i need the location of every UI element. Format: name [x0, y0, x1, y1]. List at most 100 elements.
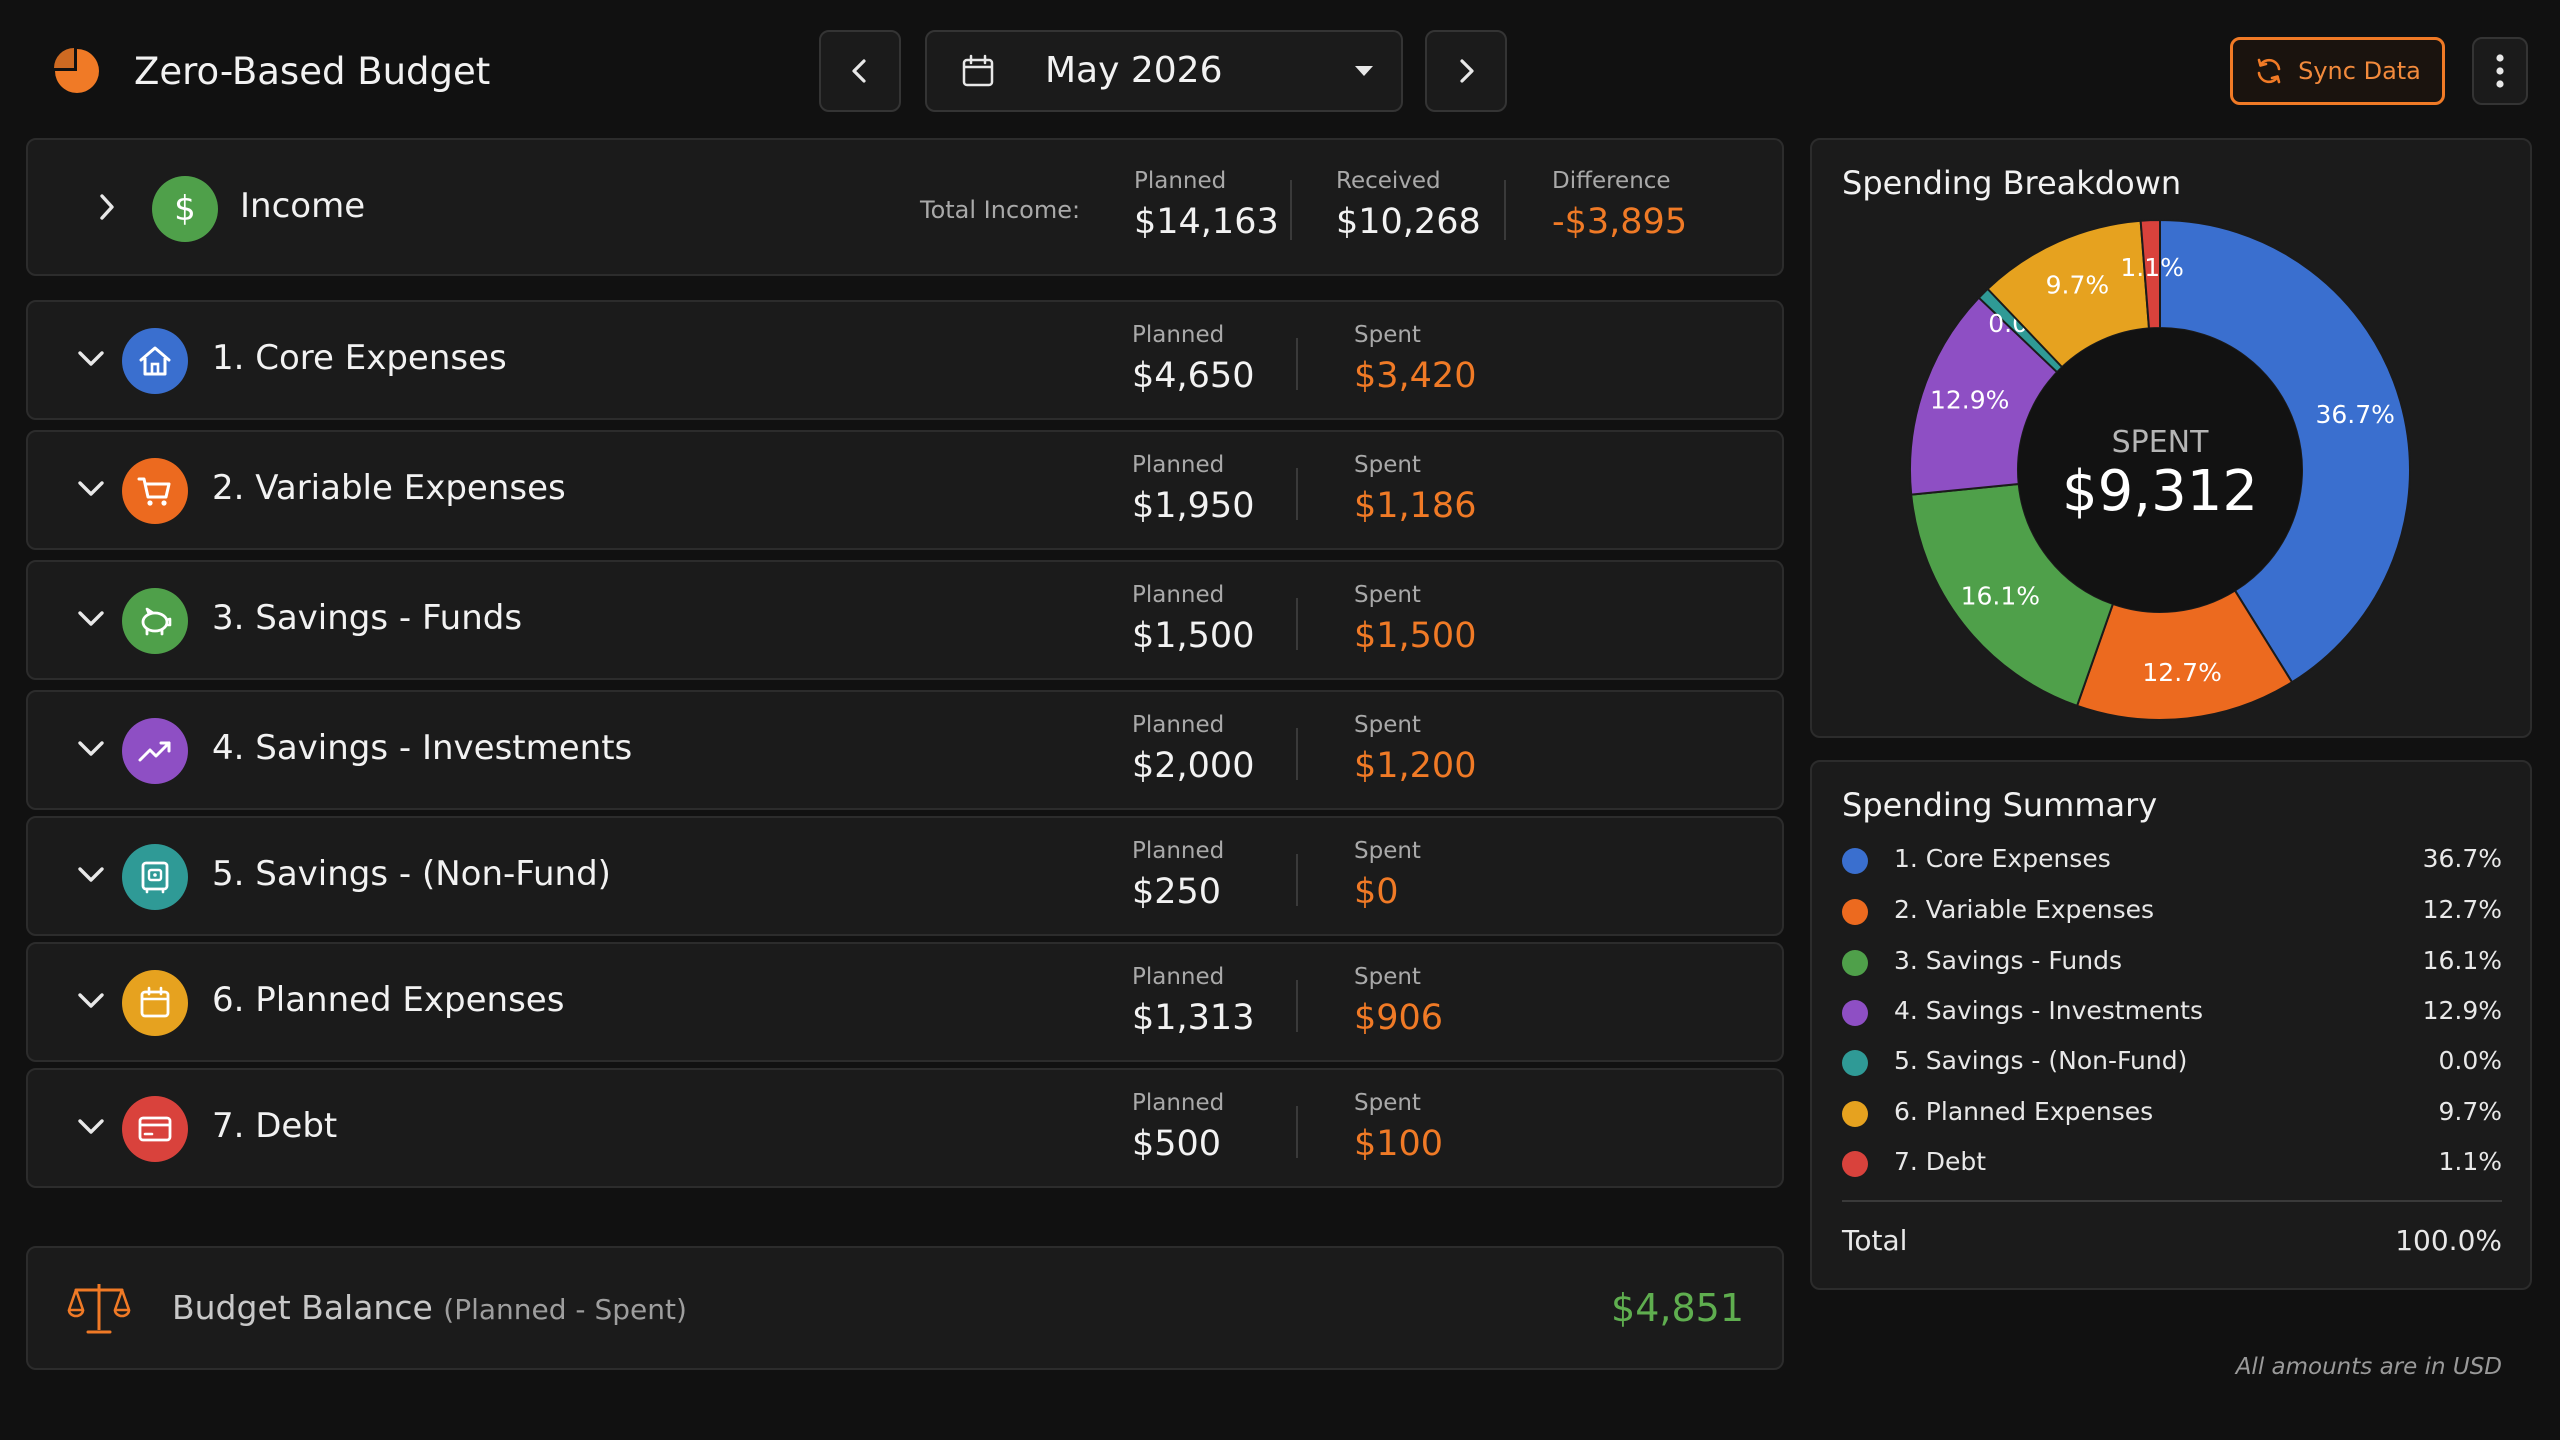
- more-options-button[interactable]: [2472, 37, 2528, 105]
- slice-label: 12.9%: [1930, 385, 2009, 414]
- spending-breakdown-panel: Spending Breakdown 36.7%12.7%16.1%12.9%0…: [1810, 138, 2532, 738]
- total-income-label: Total Income:: [920, 196, 1081, 224]
- planned-label: Planned: [1134, 168, 1227, 194]
- planned-stat: Planned $1,500: [1132, 580, 1254, 658]
- spent-value: $100: [1354, 1124, 1444, 1164]
- summary-row-name: 6. Planned Expenses: [1894, 1097, 2154, 1126]
- legend-dot: [1842, 899, 1868, 925]
- chevron-left-icon: [852, 59, 866, 83]
- spent-label: Spent: [1354, 1090, 1421, 1116]
- income-received: Received $10,268: [1336, 166, 1481, 244]
- category-card-core-expenses[interactable]: 1. Core Expenses Planned $4,650 Spent $3…: [26, 300, 1784, 420]
- category-card-debt[interactable]: 7. Debt Planned $500 Spent $100: [26, 1068, 1784, 1188]
- slice-label: 16.1%: [1961, 581, 2040, 610]
- cart-icon: [122, 458, 188, 524]
- divider: [1296, 980, 1298, 1032]
- donut-chart: 36.7%12.7%16.1%12.9%0.0%9.7%1.1%SPENT$9,…: [1909, 218, 2411, 721]
- scale-icon: [67, 1284, 131, 1334]
- divider: [1296, 598, 1298, 650]
- planned-label: Planned: [1132, 582, 1225, 608]
- piggy-bank-icon: [122, 588, 188, 654]
- spent-stat: Spent $1,186: [1354, 450, 1476, 528]
- chevron-down-icon[interactable]: [74, 732, 108, 766]
- category-card-savings-non-fund[interactable]: 5. Savings - (Non-Fund) Planned $250 Spe…: [26, 816, 1784, 936]
- month-select[interactable]: May 2026: [925, 30, 1403, 112]
- planned-value: $4,650: [1132, 356, 1255, 396]
- summary-row: 1. Core Expenses 36.7%: [1842, 836, 2502, 886]
- legend-dot: [1842, 1050, 1868, 1076]
- summary-row: 4. Savings - Investments 12.9%: [1842, 988, 2502, 1038]
- sync-data-button[interactable]: Sync Data: [2230, 37, 2445, 105]
- spent-value: $1,500: [1354, 616, 1477, 656]
- spent-stat: Spent $906: [1354, 962, 1443, 1040]
- planned-label: Planned: [1132, 964, 1225, 990]
- planned-stat: Planned $500: [1132, 1088, 1224, 1166]
- category-name: 2. Variable Expenses: [212, 468, 566, 508]
- chevron-right-icon[interactable]: [94, 190, 120, 224]
- chevron-down-icon[interactable]: [74, 858, 108, 892]
- category-card-planned-expenses[interactable]: 6. Planned Expenses Planned $1,313 Spent…: [26, 942, 1784, 1062]
- summary-row-pct: 16.1%: [2422, 946, 2502, 975]
- slice-label: 36.7%: [2315, 400, 2394, 429]
- app-title: Zero-Based Budget: [134, 50, 491, 93]
- sync-data-label: Sync Data: [2298, 57, 2421, 85]
- summary-divider: [1842, 1200, 2502, 1202]
- chevron-down-icon[interactable]: [74, 472, 108, 506]
- income-name: Income: [240, 186, 366, 226]
- income-difference: Difference -$3,895: [1552, 166, 1687, 244]
- legend-dot: [1842, 848, 1868, 874]
- next-month-button[interactable]: [1425, 30, 1507, 112]
- legend-dot: [1842, 1151, 1868, 1177]
- trending-up-icon: [122, 718, 188, 784]
- budget-balance-value: $4,851: [1611, 1286, 1744, 1330]
- divider: [1296, 854, 1298, 906]
- balance-subtitle: (Planned - Spent): [443, 1293, 687, 1326]
- summary-row-pct: 36.7%: [2422, 844, 2502, 873]
- planned-stat: Planned $1,950: [1132, 450, 1254, 528]
- donut-center: [2018, 328, 2302, 612]
- home-icon: [122, 328, 188, 394]
- calendar-icon: [962, 54, 994, 87]
- planned-value: $250: [1132, 872, 1222, 912]
- chevron-down-icon[interactable]: [74, 342, 108, 376]
- difference-value: -$3,895: [1552, 202, 1688, 242]
- income-card[interactable]: $ Income Total Income: Planned $14,163 R…: [26, 138, 1784, 276]
- category-card-savings-funds[interactable]: 3. Savings - Funds Planned $1,500 Spent …: [26, 560, 1784, 680]
- spent-label: Spent: [1354, 712, 1421, 738]
- slice-label: 12.7%: [2142, 658, 2221, 687]
- slice-label: 9.7%: [2046, 271, 2110, 300]
- category-card-variable-expenses[interactable]: 2. Variable Expenses Planned $1,950 Spen…: [26, 430, 1784, 550]
- spent-value: $3,420: [1354, 356, 1477, 396]
- planned-value: $1,313: [1132, 998, 1255, 1038]
- svg-text:$: $: [174, 189, 196, 229]
- summary-row-name: 2. Variable Expenses: [1894, 895, 2155, 924]
- summary-row-pct: 12.9%: [2422, 996, 2502, 1025]
- dollar-icon: $: [152, 176, 218, 242]
- planned-stat: Planned $250: [1132, 836, 1224, 914]
- summary-row-name: 1. Core Expenses: [1894, 844, 2111, 873]
- category-name: 3. Savings - Funds: [212, 598, 523, 638]
- chevron-down-icon[interactable]: [74, 1110, 108, 1144]
- pie-chart-icon: [54, 48, 99, 93]
- category-card-savings-investments[interactable]: 4. Savings - Investments Planned $2,000 …: [26, 690, 1784, 810]
- summary-row: 2. Variable Expenses 12.7%: [1842, 887, 2502, 937]
- spending-summary-panel: Spending Summary 1. Core Expenses 36.7% …: [1810, 760, 2532, 1290]
- spent-label: Spent: [1354, 964, 1421, 990]
- summary-row-name: 3. Savings - Funds: [1894, 946, 2122, 975]
- summary-row: 7. Debt 1.1%: [1842, 1139, 2502, 1189]
- received-label: Received: [1336, 168, 1441, 194]
- chevron-down-icon[interactable]: [74, 602, 108, 636]
- chevron-down-icon: [1355, 66, 1373, 76]
- prev-month-button[interactable]: [819, 30, 901, 112]
- planned-label: Planned: [1132, 838, 1225, 864]
- planned-value: $500: [1132, 1124, 1222, 1164]
- divider: [1290, 180, 1292, 240]
- budget-balance-card: Budget Balance (Planned - Spent) $4,851: [26, 1246, 1784, 1370]
- category-name: 7. Debt: [212, 1106, 338, 1146]
- summary-total-value: 100.0%: [2395, 1224, 2502, 1257]
- summary-total-label: Total: [1842, 1224, 1908, 1257]
- divider: [1296, 728, 1298, 780]
- summary-row-pct: 0.0%: [2438, 1046, 2502, 1075]
- chevron-down-icon[interactable]: [74, 984, 108, 1018]
